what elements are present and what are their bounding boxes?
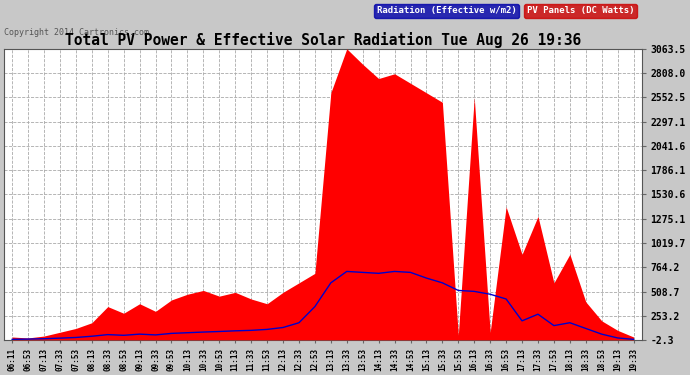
Text: Copyright 2014 Cartronics.com: Copyright 2014 Cartronics.com — [4, 28, 149, 37]
Legend: PV Panels (DC Watts): PV Panels (DC Watts) — [524, 4, 637, 18]
Title: Total PV Power & Effective Solar Radiation Tue Aug 26 19:36: Total PV Power & Effective Solar Radiati… — [65, 32, 581, 48]
